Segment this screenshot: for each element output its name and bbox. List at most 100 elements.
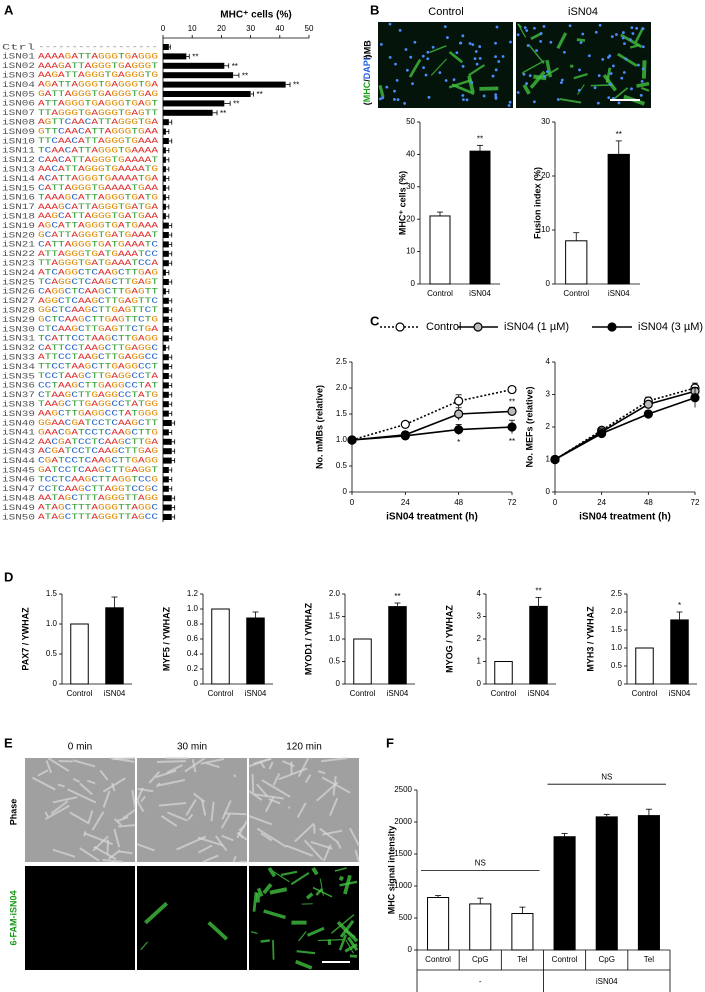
nucleotide: T: [151, 155, 158, 165]
nucleotide: C: [125, 390, 132, 400]
nucleotide: A: [58, 381, 66, 391]
nucleus: [396, 98, 400, 101]
nucleotide: T: [91, 493, 98, 503]
nucleotide: G: [111, 362, 118, 372]
cell: [167, 811, 188, 822]
nucleotide: T: [65, 334, 72, 344]
myotube: [448, 51, 464, 64]
nucleotide: A: [71, 117, 79, 127]
nucleotide: G: [131, 456, 138, 466]
nucleotide: G: [85, 240, 92, 250]
nucleotide: G: [145, 437, 152, 447]
nucleotide: T: [85, 202, 92, 212]
cell: [260, 832, 273, 842]
nucleus: [620, 76, 624, 80]
nucleotide: A: [71, 484, 79, 494]
nucleotide: T: [85, 334, 92, 344]
y-tick-label: 0: [411, 279, 416, 288]
nucleotide: G: [85, 362, 92, 372]
nucleotide: G: [98, 202, 105, 212]
nucleotide: T: [105, 352, 112, 362]
nucleus: [501, 55, 505, 58]
nucleotide: G: [111, 305, 118, 315]
nucleotide: T: [125, 446, 132, 456]
bar: [163, 279, 169, 285]
nucleotide: G: [51, 287, 58, 297]
nucleotide: C: [98, 352, 105, 362]
nucleotide: G: [98, 89, 105, 99]
nucleotide: G: [105, 146, 112, 156]
nucleotide: -: [111, 42, 118, 52]
nucleotide: T: [51, 465, 58, 475]
y-tick-label: 500: [399, 913, 413, 922]
nucleotide: A: [118, 418, 126, 428]
nucleotide: A: [131, 399, 139, 409]
nucleotide: G: [145, 174, 152, 184]
myotube: [250, 931, 258, 935]
nucleotide: G: [85, 108, 92, 118]
nucleotide: C: [85, 456, 92, 466]
cell: [296, 802, 307, 818]
nucleotide: T: [58, 305, 65, 315]
cell: [319, 827, 340, 844]
nucleotide: G: [58, 61, 65, 71]
cell: [52, 796, 78, 804]
nucleotide: G: [138, 61, 145, 71]
nucleotide: T: [45, 503, 52, 513]
nucleotide: T: [151, 108, 158, 118]
nucleotide: G: [125, 52, 132, 62]
nucleotide: A: [38, 296, 46, 306]
nucleotide: C: [38, 390, 45, 400]
nucleotide: T: [131, 493, 138, 503]
nucleotide: T: [65, 362, 72, 372]
nucleotide: G: [85, 89, 92, 99]
nucleotide: A: [138, 277, 146, 287]
y-tick-label: 0.5: [46, 649, 58, 658]
nucleotide: G: [91, 230, 98, 240]
myotube: [378, 84, 385, 98]
marker: [643, 399, 653, 409]
nucleotide: T: [71, 61, 78, 71]
nucleotide: G: [51, 409, 58, 419]
nucleus: [539, 39, 543, 43]
nucleotide: G: [131, 352, 138, 362]
nucleotide: G: [98, 155, 105, 165]
oligo-name: iSN45: [2, 465, 35, 475]
nucleotide: C: [71, 343, 78, 353]
oligo-name: Ctrl: [2, 42, 35, 52]
nucleotide: A: [98, 446, 106, 456]
x-tick-label: Control: [427, 289, 453, 298]
y-axis-label: Fusion index (%): [532, 167, 542, 239]
nucleotide: G: [71, 268, 78, 278]
significance: **: [220, 109, 226, 118]
oligo-name: iSN42: [2, 437, 35, 447]
nucleotide: C: [145, 362, 152, 372]
nucleotide: G: [138, 409, 145, 419]
nucleotide: G: [71, 108, 78, 118]
nucleotide: T: [85, 512, 92, 522]
nucleus: [581, 32, 585, 36]
nucleotide: A: [58, 70, 66, 80]
nucleotide: C: [45, 174, 52, 184]
nucleotide: A: [118, 70, 126, 80]
bar: [553, 836, 576, 951]
nucleotide: T: [125, 493, 132, 503]
y-tick-label: 0.5: [336, 461, 348, 470]
nucleus: [494, 41, 497, 45]
nucleotide: G: [78, 174, 85, 184]
myotube: [451, 83, 475, 95]
nucleus: [443, 25, 447, 29]
nucleotide: A: [151, 146, 159, 156]
nucleotide: A: [138, 146, 146, 156]
bar: [637, 815, 660, 951]
nucleotide: T: [78, 399, 85, 409]
nucleotide: C: [85, 428, 92, 438]
cell: [155, 769, 177, 779]
nucleotide: G: [58, 399, 65, 409]
nucleotide: G: [151, 493, 158, 503]
bar: [429, 215, 451, 285]
nucleotide: A: [51, 334, 59, 344]
